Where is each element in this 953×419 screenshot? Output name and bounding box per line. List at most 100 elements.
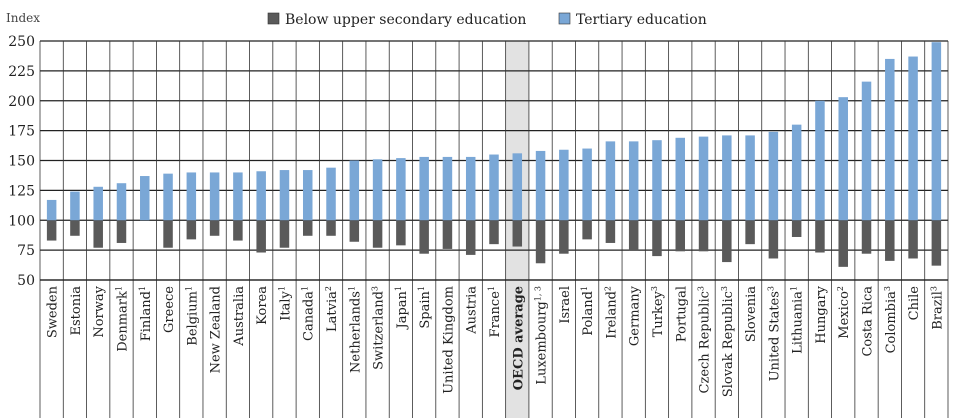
tertiary-bar-13 xyxy=(349,160,360,221)
tertiary-bar-16 xyxy=(419,156,429,221)
tertiary-bar-26 xyxy=(652,140,662,221)
tertiary-bar-32 xyxy=(791,124,802,221)
below-upper-secondary-bar-26 xyxy=(652,220,662,257)
y-tick-label: 175 xyxy=(8,124,35,140)
x-tick-label: Slovenia xyxy=(744,286,759,342)
below-upper-secondary-bar-37 xyxy=(908,220,918,259)
tertiary-bar-30 xyxy=(745,135,755,221)
y-tick-label: 200 xyxy=(8,94,35,110)
x-tick-label: Japan1 xyxy=(394,286,410,331)
x-tick-label: Luxembourg1, 3 xyxy=(534,286,550,385)
x-tick-label: Korea xyxy=(255,286,270,325)
below-upper-secondary-bar-28 xyxy=(698,220,709,252)
tertiary-bar-12 xyxy=(326,167,336,221)
y-tick-label: 250 xyxy=(8,34,35,50)
tertiary-bar-19 xyxy=(489,154,499,221)
tertiary-bar-5 xyxy=(163,173,173,221)
x-tick-label: United States3 xyxy=(766,286,782,381)
x-tick-label: Ireland2 xyxy=(603,286,619,339)
below-upper-secondary-bar-31 xyxy=(768,220,779,259)
tertiary-bar-15 xyxy=(396,158,406,221)
tertiary-bar-17 xyxy=(442,156,453,221)
tertiary-bar-9 xyxy=(256,171,266,221)
y-tick-label: 225 xyxy=(8,64,35,80)
tertiary-bar-31 xyxy=(768,131,779,221)
below-upper-secondary-bar-21 xyxy=(535,220,546,264)
below-upper-secondary-bar-35 xyxy=(861,220,872,254)
y-tick-label: 50 xyxy=(17,273,35,289)
below-upper-secondary-bar-24 xyxy=(605,220,616,243)
below-upper-secondary-bar-17 xyxy=(442,220,453,249)
x-tick-label: Poland1 xyxy=(580,286,596,336)
x-tick-label: Norway xyxy=(92,285,107,337)
x-tick-label: Sweden xyxy=(46,285,61,338)
below-upper-secondary-bar-5 xyxy=(163,220,173,248)
below-upper-secondary-bar-10 xyxy=(279,220,290,248)
tertiary-bar-35 xyxy=(861,81,872,221)
x-tick-label: Switzerland3 xyxy=(371,286,387,370)
below-upper-secondary-bar-16 xyxy=(419,220,429,254)
legend-label-0: Below upper secondary education xyxy=(285,12,526,28)
x-tick-label: New Zealand xyxy=(209,286,224,373)
tertiary-bar-3 xyxy=(116,183,127,221)
below-upper-secondary-bar-27 xyxy=(675,220,686,252)
below-upper-secondary-bar-32 xyxy=(791,220,802,237)
tertiary-bar-8 xyxy=(233,172,243,221)
x-tick-label: Spain1 xyxy=(417,286,433,329)
tertiary-bar-37 xyxy=(908,56,918,221)
tertiary-bar-14 xyxy=(372,159,383,221)
below-upper-secondary-bar-3 xyxy=(116,220,127,243)
tertiary-bar-24 xyxy=(605,141,616,221)
tertiary-bar-4 xyxy=(140,176,150,221)
x-tick-label: Czech Republic3 xyxy=(697,286,713,393)
tertiary-bar-25 xyxy=(628,141,639,221)
legend-swatch-0 xyxy=(267,12,280,25)
below-upper-secondary-bar-13 xyxy=(349,220,360,242)
below-upper-secondary-bar-19 xyxy=(489,220,499,245)
x-tick-label: Israel xyxy=(558,286,573,324)
tertiary-bar-27 xyxy=(675,137,686,221)
below-upper-secondary-bar-11 xyxy=(302,220,313,236)
below-upper-secondary-bar-29 xyxy=(722,220,732,263)
x-tick-label: Netherlands1 xyxy=(347,286,363,373)
y-tick-label: 75 xyxy=(17,243,35,259)
x-tick-label: Portugal xyxy=(674,286,689,342)
x-tick-label: OECD average xyxy=(511,286,526,390)
x-tick-label: Slovak Republic3 xyxy=(720,286,736,397)
x-tick-label: Latvia2 xyxy=(324,286,340,332)
tertiary-bar-33 xyxy=(815,100,825,221)
x-tick-label: Australia xyxy=(232,286,247,347)
tertiary-bar-29 xyxy=(722,135,732,221)
y-tick-label: 125 xyxy=(8,183,35,199)
tertiary-bar-38 xyxy=(931,42,942,221)
below-upper-secondary-bar-33 xyxy=(815,220,825,253)
x-tick-label: Greece xyxy=(162,286,177,333)
tertiary-bar-23 xyxy=(582,148,592,221)
tertiary-bar-20 xyxy=(512,153,523,221)
x-tick-label: Belgium1 xyxy=(184,286,200,346)
x-tick-label: France1 xyxy=(487,286,503,337)
legend-swatch-1 xyxy=(558,12,571,25)
tertiary-bar-28 xyxy=(698,136,709,221)
tertiary-bar-6 xyxy=(186,172,197,221)
below-upper-secondary-bar-34 xyxy=(838,220,848,267)
x-tick-label: Germany xyxy=(628,285,643,346)
x-tick-label: Mexico2 xyxy=(836,286,852,339)
tertiary-bar-18 xyxy=(465,156,476,221)
x-tick-label: Chile xyxy=(907,286,922,321)
tertiary-bar-2 xyxy=(93,186,103,221)
x-tick-label: Finland1 xyxy=(138,286,154,341)
y-axis-label: Index xyxy=(6,11,40,25)
x-tick-label: Austria xyxy=(465,286,480,335)
x-tick-label: Lithuania1 xyxy=(790,286,806,354)
below-upper-secondary-bar-30 xyxy=(745,220,755,245)
below-upper-secondary-bar-20 xyxy=(512,220,523,247)
x-tick-label: Canada1 xyxy=(301,286,317,341)
x-tick-label: United Kingdom xyxy=(441,286,456,394)
tertiary-bar-34 xyxy=(838,97,848,221)
tertiary-bar-22 xyxy=(559,149,569,221)
below-upper-secondary-bar-9 xyxy=(256,220,266,253)
below-upper-secondary-bar-8 xyxy=(233,220,243,241)
below-upper-secondary-bar-15 xyxy=(396,220,406,246)
